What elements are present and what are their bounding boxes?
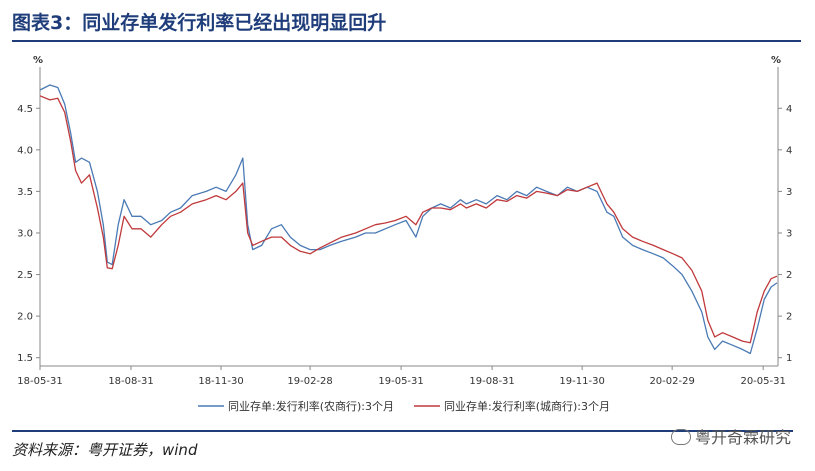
y-unit-left: % [33, 55, 43, 66]
right-y-tick-label: 4 [786, 104, 792, 115]
right-y-tick-label: 1 [786, 353, 792, 364]
plot-area [39, 84, 778, 355]
y-tick-label: 4.5 [17, 104, 33, 115]
legend: 同业存单:发行利率(农商行):3个月 同业存单:发行利率(城商行):3个月 [198, 399, 610, 413]
x-tick-label: 19-02-28 [287, 376, 332, 387]
y-unit-right: % [771, 55, 781, 66]
legend-label-2: 同业存单:发行利率(城商行):3个月 [444, 399, 610, 413]
right-y-tick-label: 2 [786, 312, 792, 323]
title-bar: 图表3：同业存单发行利率已经出现明显回升 [12, 6, 801, 42]
watermark-text: 粤开奇霖研究 [694, 428, 791, 447]
line-chart: % % 1.5 2.0 2.5 3.0 3.5 4.0 4.5 4 4 3 3 2 2 1 18-05-31 18… [17, 55, 792, 413]
x-tick-label: 19-05-31 [378, 376, 423, 387]
x-tick-label: 20-05-31 [740, 376, 785, 387]
axes: % % 1.5 2.0 2.5 3.0 3.5 4.0 4.5 4 4 3 3 2 2 1 18-05-31 18… [17, 55, 792, 387]
x-tick-label: 20-02-29 [649, 376, 694, 387]
chart-title: 图表3：同业存单发行利率已经出现明显回升 [12, 12, 387, 34]
y-tick-label: 2.0 [17, 312, 33, 323]
right-y-tick-label: 3 [786, 187, 792, 198]
legend-label-1: 同业存单:发行利率(农商行):3个月 [228, 399, 394, 413]
source-note: 资料来源：粤开证券，wind [12, 441, 198, 459]
x-tick-label: 18-08-31 [108, 376, 153, 387]
right-y-tick-label: 3 [786, 228, 792, 239]
y-tick-label: 3.5 [17, 187, 33, 198]
x-tick-label: 18-11-30 [198, 376, 243, 387]
right-y-tick-label: 4 [786, 145, 792, 156]
y-tick-label: 2.5 [17, 270, 33, 281]
y-tick-label: 4.0 [17, 145, 33, 156]
series-line-1 [39, 84, 778, 355]
x-tick-label: 19-08-31 [469, 376, 514, 387]
y-tick-label: 3.0 [17, 228, 33, 239]
wechat-icon [670, 429, 691, 445]
footer-divider [12, 430, 793, 432]
x-tick-label: 19-11-30 [559, 376, 604, 387]
x-tick-label: 18-05-31 [17, 376, 62, 387]
watermark: 粤开奇霖研究 [670, 424, 791, 448]
series-line-2 [39, 95, 778, 344]
y-tick-label: 1.5 [17, 353, 33, 364]
right-y-tick-label: 2 [786, 270, 792, 281]
